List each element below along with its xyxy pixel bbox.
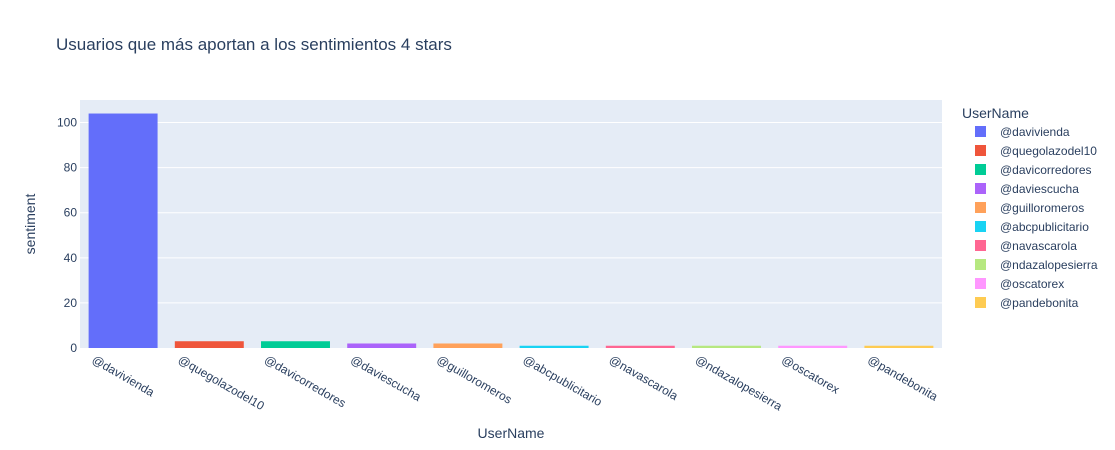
legend-entry-pandebonita: @pandebonita: [1000, 296, 1079, 310]
legend-swatch-navascarola: [975, 240, 986, 251]
grid-lines: [80, 122, 942, 304]
legend-swatch-guilloromeros: [975, 202, 986, 213]
legend-entry-guilloromeros: @guilloromeros: [1000, 201, 1084, 215]
legend: @davivienda @quegolazodel10 @davicorredore…: [975, 125, 1098, 310]
bar-daviescucha: [347, 343, 417, 348]
y-tick-label-0: 0: [70, 341, 77, 355]
plot-area: [80, 100, 942, 348]
legend-swatch-davicorredores: [975, 164, 986, 175]
bars: [88, 113, 934, 348]
bar-oscatorex: [778, 345, 848, 348]
y-axis-title: sentiment: [22, 194, 38, 255]
legend-entry-ndazalopesierra: @ndazalopesierra: [1000, 258, 1098, 272]
bar-quegolazodel10: [174, 341, 244, 348]
legend-entry-davicorredores: @davicorredores: [1000, 163, 1092, 177]
legend-entry-abcpublicitario: @abcpublicitario: [1000, 220, 1089, 234]
x-tick-label-oscatorex: @oscatorex: [779, 352, 842, 396]
y-tick-label-100: 100: [57, 116, 77, 130]
x-tick-label-quegolazodel10: @quegolazodel10: [176, 352, 267, 413]
x-axis-title: UserName: [478, 425, 545, 441]
legend-entry-davivienda: @davivienda: [1000, 125, 1070, 139]
x-tick-label-davivienda: @davivienda: [90, 352, 158, 399]
legend-swatch-daviescucha: [975, 183, 986, 194]
bar-navascarola: [605, 345, 675, 348]
legend-swatch-oscatorex: [975, 278, 986, 289]
y-tick-label-80: 80: [64, 161, 78, 175]
bar-guilloromeros: [433, 343, 503, 348]
bar-ndazalopesierra: [692, 345, 761, 348]
legend-title: UserName: [962, 105, 1029, 121]
y-tick-label-20: 20: [64, 296, 78, 310]
y-tick-label-40: 40: [64, 251, 78, 265]
bar-abcpublicitario: [519, 345, 589, 348]
chart-title: Usuarios que más aportan a los sentimien…: [56, 35, 452, 54]
legend-entry-daviescucha: @daviescucha: [1000, 182, 1079, 196]
x-tick-label-navascarola: @navascarola: [607, 352, 681, 403]
x-tick-label-davicorredores: @davicorredores: [262, 352, 348, 410]
x-tick-label-ndazalopesierra: @ndazalopesierra: [693, 352, 785, 413]
y-axis-ticks: 0 20 40 60 80 100: [57, 116, 77, 355]
legend-swatch-quegolazodel10: [975, 145, 986, 156]
x-tick-label-pandebonita: @pandebonita: [865, 352, 940, 403]
legend-entry-navascarola: @navascarola: [1000, 239, 1077, 253]
legend-swatch-pandebonita: [975, 297, 986, 308]
x-tick-label-daviescucha: @daviescucha: [348, 352, 424, 404]
legend-swatch-ndazalopesierra: [975, 259, 986, 270]
x-tick-label-abcpublicitario: @abcpublicitario: [521, 352, 605, 409]
legend-swatch-davivienda: [975, 126, 986, 137]
y-tick-label-60: 60: [64, 206, 78, 220]
x-tick-label-guilloromeros: @guilloromeros: [434, 352, 514, 406]
bar-davicorredores: [261, 341, 330, 348]
legend-entry-quegolazodel10: @quegolazodel10: [1000, 144, 1097, 158]
bar-davivienda: [88, 113, 158, 348]
bar-pandebonita: [864, 345, 934, 348]
legend-entry-oscatorex: @oscatorex: [1000, 277, 1064, 291]
legend-swatch-abcpublicitario: [975, 221, 986, 232]
x-axis-ticks: @davivienda @quegolazodel10@davicorredore…: [90, 352, 941, 413]
